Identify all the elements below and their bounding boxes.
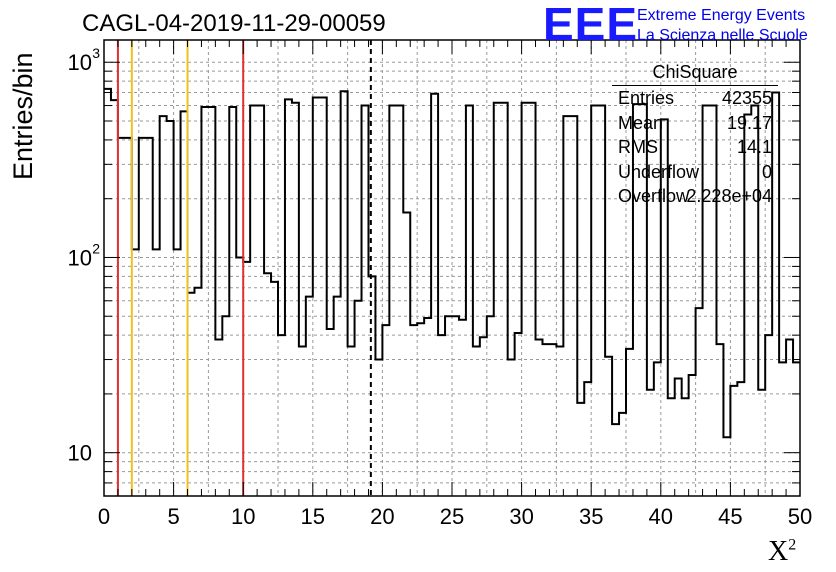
stats-row: RMS 14.1 <box>608 137 778 162</box>
logo-line-2: La Scienza nelle Scuole <box>637 27 808 44</box>
x-tick-label: 30 <box>509 504 533 529</box>
logo-line-1: Extreme Energy Events <box>637 7 806 24</box>
x-tick-label: 35 <box>579 504 603 529</box>
x-tick-label: 45 <box>718 504 742 529</box>
x-axis-label-sup: 2 <box>788 536 797 554</box>
stats-value: 2.228e+04 <box>686 186 772 206</box>
histogram-series-line <box>104 87 800 439</box>
stats-name: Underflow <box>618 161 700 182</box>
stats-value: 42355 <box>721 88 772 108</box>
stats-value: 0 <box>761 161 772 182</box>
chart-title: CAGL-04-2019-11-29-00059 <box>82 10 386 37</box>
logo-eee-text: EEE <box>543 0 639 50</box>
x-tick-label: 50 <box>788 504 812 529</box>
x-tick-label: 20 <box>370 504 394 529</box>
stats-name: Overflow <box>618 186 690 206</box>
x-tick-label: 15 <box>301 504 325 529</box>
x-tick-label: 10 <box>231 504 255 529</box>
stats-box: ChiSquare Entries 42355 Mean 19.17 RMS 14.1… <box>608 62 778 211</box>
stats-name: Mean <box>618 112 664 133</box>
stats-row: Overflow 2.228e+04 <box>608 186 778 211</box>
stats-title: ChiSquare <box>612 62 778 86</box>
y-tick-label: 10 <box>68 50 92 75</box>
y-tick-label: 10 <box>68 245 92 270</box>
stats-name: RMS <box>618 137 658 157</box>
y-tick-label-exponent: 2 <box>92 240 100 256</box>
x-tick-label: 5 <box>167 504 179 529</box>
stats-value: 14.1 <box>736 137 772 157</box>
stats-name: Entries <box>618 88 675 108</box>
y-axis-label: Entries/bin <box>8 52 38 180</box>
stats-row: Mean 19.17 <box>608 113 778 138</box>
x-axis-label-base: X <box>768 536 789 567</box>
stats-row: Underflow 0 <box>608 162 778 187</box>
stats-value: 19.17 <box>726 112 772 133</box>
x-tick-label: 0 <box>98 504 110 529</box>
y-tick-label-exponent: 3 <box>92 45 100 61</box>
x-tick-label: 25 <box>440 504 464 529</box>
x-tick-label: 40 <box>649 504 673 529</box>
x-axis-label: X2 <box>768 536 796 568</box>
stats-row: Entries 42355 <box>608 88 778 113</box>
y-tick-label: 10 <box>68 441 92 466</box>
